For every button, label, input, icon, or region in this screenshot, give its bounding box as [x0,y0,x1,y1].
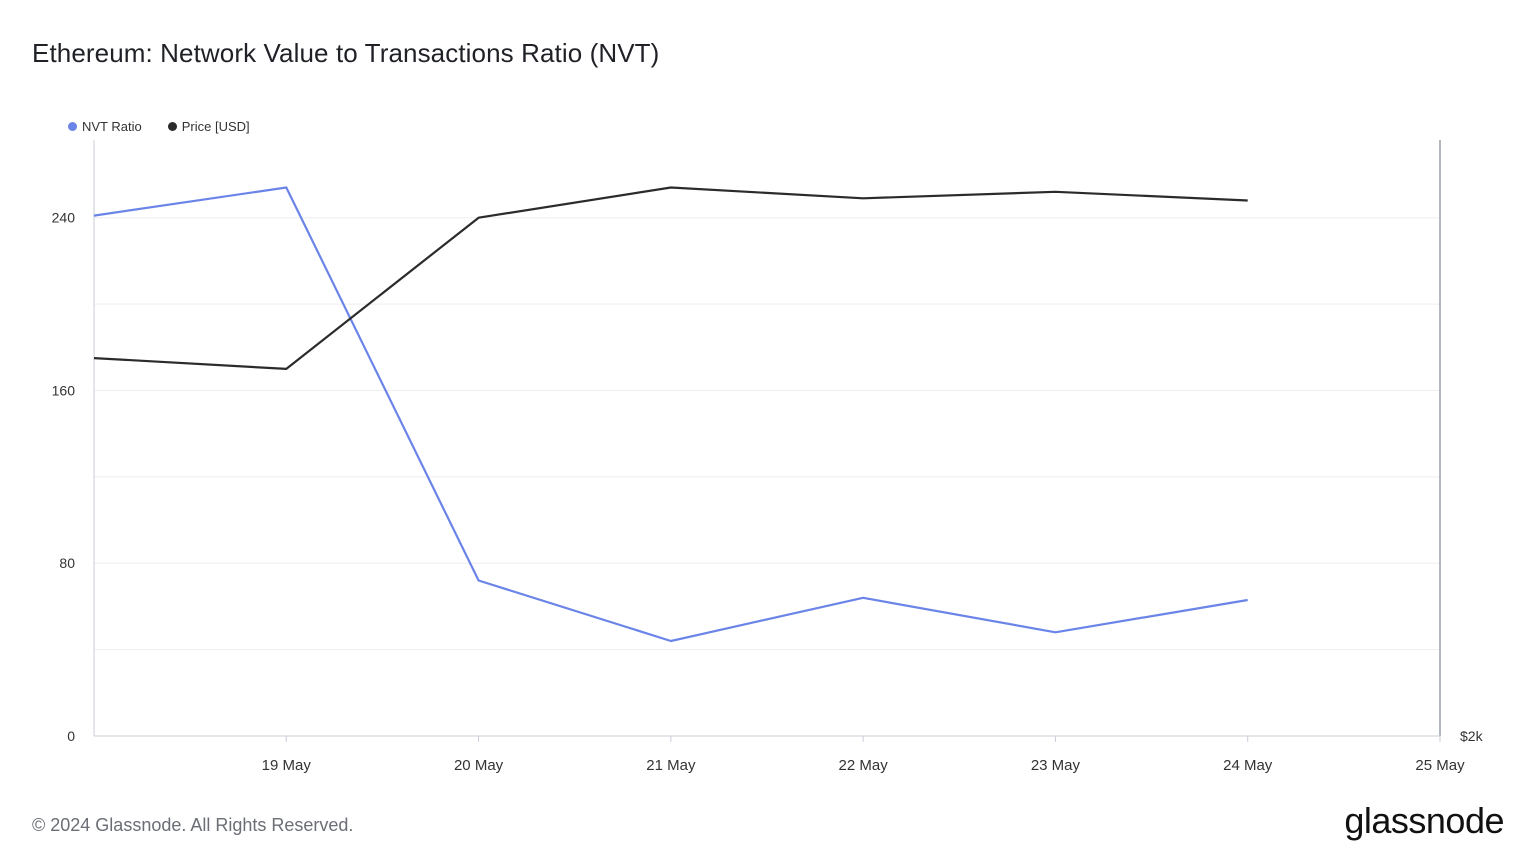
legend-item-nvt[interactable]: NVT Ratio [68,119,142,134]
y-tick-label: 80 [59,555,75,571]
copyright-footer: © 2024 Glassnode. All Rights Reserved. [32,815,354,835]
glassnode-logo: glassnode [1344,800,1504,841]
legend-item-price[interactable]: Price [USD] [167,119,250,134]
price-line [93,186,1248,370]
x-tick-label: 22 May [839,757,889,774]
legend-dot-nvt [68,122,77,131]
x-tick-label: 25 May [1415,757,1465,774]
x-tick-label: 21 May [646,757,696,774]
x-tick-label: 23 May [1031,757,1081,774]
x-tick-label: 24 May [1223,757,1273,774]
y-tick-label: 160 [52,382,76,398]
nvt-ratio-line [93,186,1248,643]
legend-label-price: Price [USD] [181,119,250,134]
chart-title: Ethereum: Network Value to Transactions … [32,38,660,68]
y-tick-label: 0 [67,728,75,744]
y-right-tick-label: $2k [1460,728,1484,744]
legend-label-nvt: NVT Ratio [82,119,142,134]
legend: NVT Ratio Price [USD] [68,119,250,134]
x-tick-label: 19 May [262,757,312,774]
y-tick-label: 240 [52,210,76,226]
x-tick-label: 20 May [454,757,504,774]
legend-dot-price [167,122,177,131]
